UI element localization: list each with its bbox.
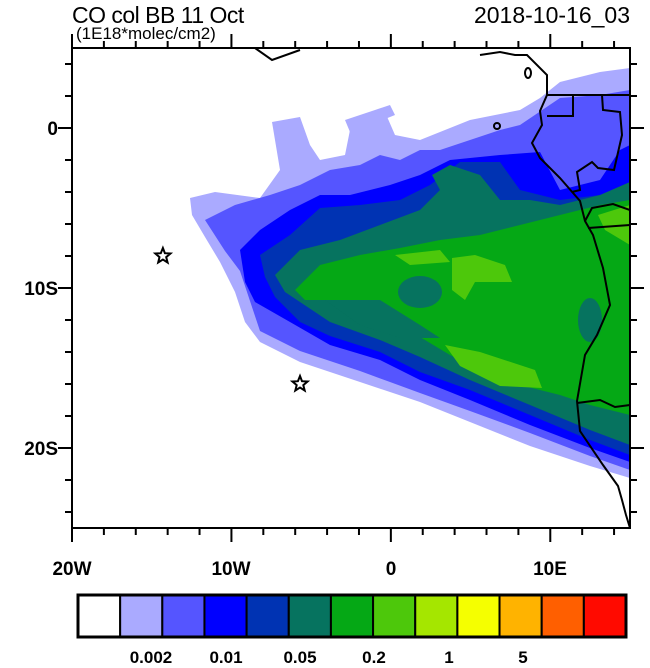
colorbar-swatch: [287, 594, 332, 638]
colorbar-label-1: 1: [444, 648, 454, 667]
co-concentration-field: [72, 48, 630, 528]
colorbar-swatch: [540, 594, 585, 638]
star-marker-icon: [152, 245, 174, 265]
plot-title: CO col BB 11 Oct: [72, 2, 244, 28]
colorbar: [76, 593, 628, 639]
y-label-0: 0: [47, 119, 58, 140]
y-label-10s: 10S: [24, 279, 58, 300]
country-borders: [547, 94, 630, 409]
x-label-10e: 10E: [533, 559, 567, 580]
contour-0.02-pocket-south: [325, 300, 440, 338]
star-marker-icon: [289, 373, 311, 393]
y-label-20s: 20S: [24, 439, 58, 460]
contour-0.001-north: [345, 105, 395, 132]
colorbar-swatch: [582, 594, 627, 638]
contour-0.1-c: [598, 205, 630, 245]
contour-0.02-pocket-coast: [578, 298, 602, 342]
colorbar-swatch: [329, 594, 375, 638]
colorbar-swatch: [372, 594, 417, 638]
contour-0.1-a: [452, 255, 512, 300]
colorbar-label-0.05: 0.05: [283, 648, 317, 667]
colorbar-swatch: [161, 594, 206, 638]
contour-0.1-d: [395, 250, 450, 265]
x-label-0: 0: [385, 559, 397, 580]
colorbar-label-0.002: 0.002: [129, 648, 173, 667]
colorbar-swatch: [245, 594, 290, 638]
colorbar-frame: [76, 593, 628, 639]
colorbar-label-0.01: 0.01: [209, 648, 243, 667]
axis-ticks: [58, 34, 644, 542]
colorbar-label-0.2: 0.2: [362, 648, 386, 667]
colorbar-swatch: [119, 594, 164, 638]
contour-0.1-b: [445, 345, 542, 388]
colorbar-swatch: [77, 594, 122, 638]
contour-0.05: [295, 200, 630, 415]
colorbar-swatch: [456, 594, 501, 638]
colorbar-swatch: [498, 594, 543, 638]
markers: [152, 245, 311, 393]
colorbar-swatch: [203, 594, 248, 638]
datetime-label: 2018-10-16_03: [473, 2, 630, 28]
units-label: (1E18*molec/cm2): [76, 24, 216, 43]
x-label-20w: 20W: [52, 559, 92, 580]
colorbar-label-5: 5: [518, 648, 528, 667]
colorbar-swatch: [414, 594, 459, 638]
contour-0.02-pocket-center: [398, 276, 442, 308]
x-label-10w: 10W: [211, 559, 251, 580]
